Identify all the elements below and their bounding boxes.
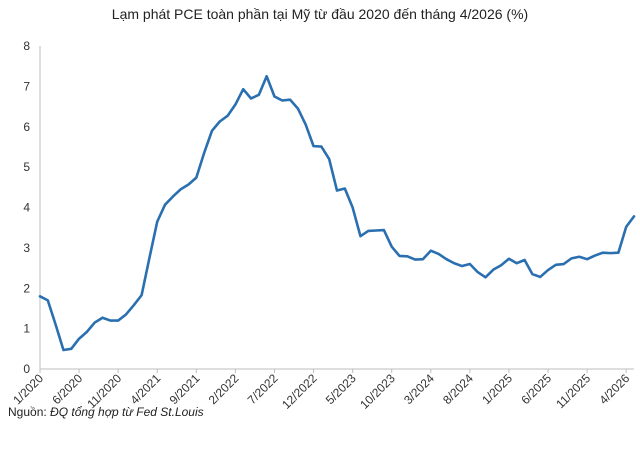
chart-title: Lạm phát PCE toàn phần tại Mỹ từ đầu 202… <box>111 6 529 22</box>
y-tick-label: 7 <box>23 79 30 93</box>
x-tick-label: 2/2022 <box>206 371 242 407</box>
x-tick-label: 6/2020 <box>49 371 85 407</box>
x-tick-label: 8/2024 <box>440 371 476 407</box>
y-tick-label: 6 <box>23 120 30 134</box>
series-line <box>38 74 636 352</box>
x-tick-label: 4/2021 <box>128 371 164 407</box>
y-tick-label: 5 <box>23 160 30 174</box>
y-tick-label: 2 <box>23 281 30 295</box>
x-tick-label: 5/2023 <box>323 371 359 407</box>
y-tick-label: 4 <box>23 201 30 215</box>
x-tick-label: 9/2021 <box>167 371 203 407</box>
x-tick-label: 7/2022 <box>245 371 281 407</box>
x-tick-label: 1/2025 <box>479 371 515 407</box>
x-tick-label: 6/2025 <box>518 371 554 407</box>
source-text: ĐQ tổng hợp từ Fed St.Louis <box>50 405 204 419</box>
x-tick-label: 4/2026 <box>596 371 632 407</box>
y-tick-label: 3 <box>23 241 30 255</box>
y-tick-label: 8 <box>23 39 30 53</box>
x-tick-label: 10/2023 <box>357 371 398 412</box>
source-label: Nguồn: <box>8 405 51 419</box>
y-tick-label: 0 <box>23 362 30 376</box>
x-tick-label: 3/2024 <box>401 371 437 407</box>
source-note: Nguồn: ĐQ tổng hợp từ Fed St.Louis <box>8 405 204 419</box>
x-tick-label: 1/2020 <box>10 371 46 407</box>
x-tick-label: 12/2022 <box>279 371 320 412</box>
y-tick-label: 1 <box>23 322 30 336</box>
x-tick-label: 11/2025 <box>553 371 593 411</box>
